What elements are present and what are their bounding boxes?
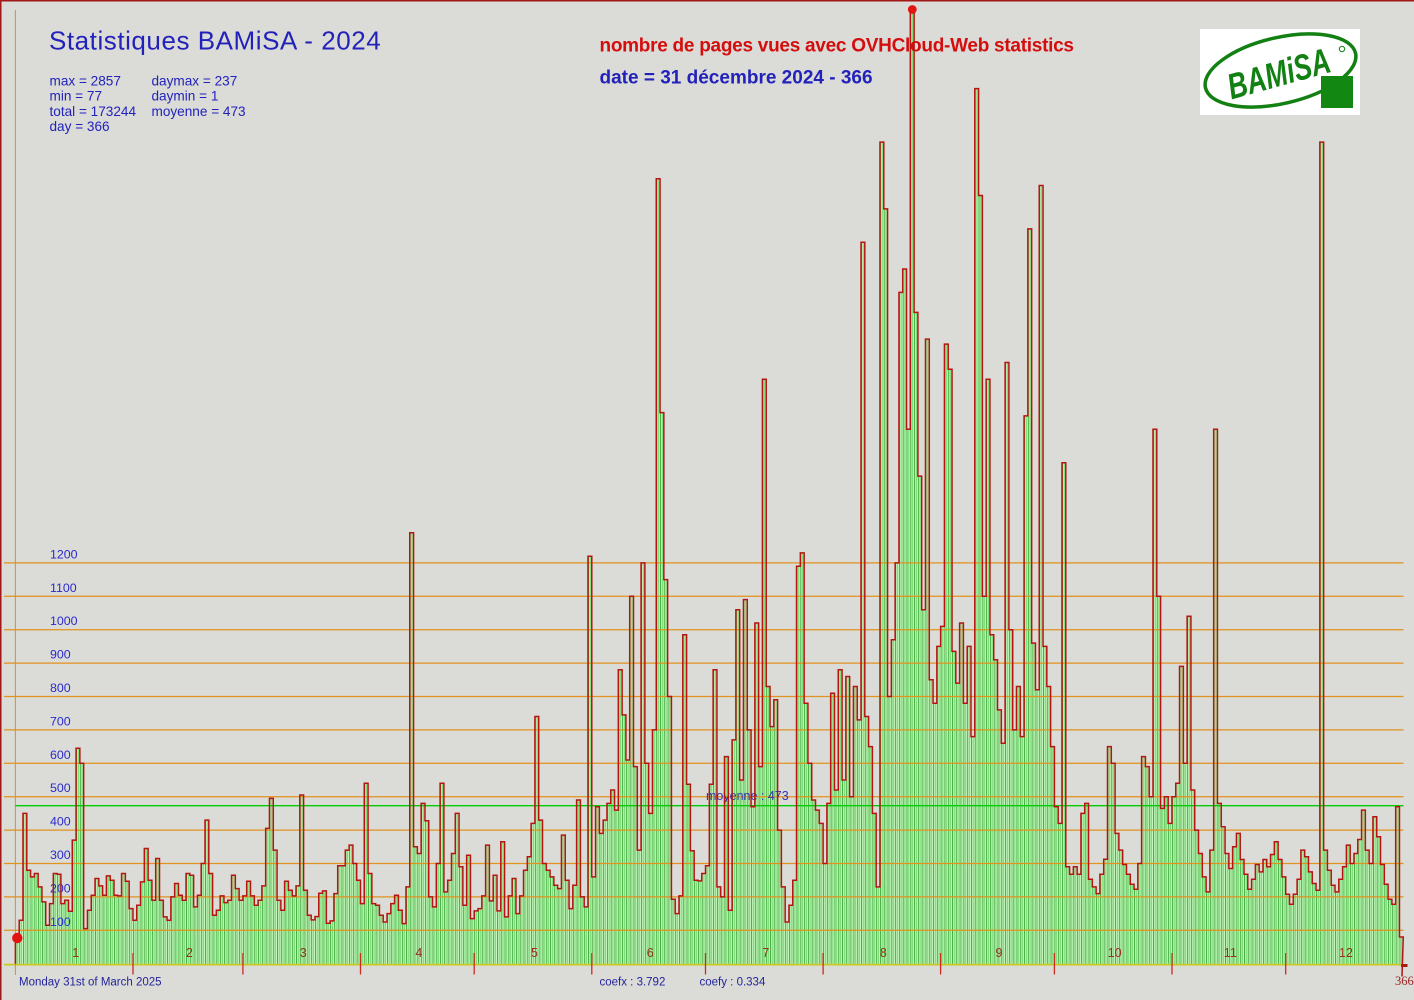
svg-text:coefy : 0.334: coefy : 0.334 bbox=[700, 977, 766, 989]
svg-text:1: 1 bbox=[72, 946, 79, 960]
svg-text:min = 77: min = 77 bbox=[50, 88, 103, 103]
svg-text:daymin = 1: daymin = 1 bbox=[152, 88, 219, 103]
svg-text:300: 300 bbox=[50, 848, 71, 862]
svg-text:3: 3 bbox=[300, 946, 307, 960]
svg-text:5: 5 bbox=[531, 946, 538, 960]
svg-text:700: 700 bbox=[50, 714, 71, 728]
svg-text:moyenne : 473: moyenne : 473 bbox=[706, 789, 789, 803]
svg-text:900: 900 bbox=[50, 648, 71, 662]
svg-text:9: 9 bbox=[996, 946, 1003, 960]
svg-text:11: 11 bbox=[1224, 946, 1237, 960]
svg-text:max = 2857: max = 2857 bbox=[50, 73, 121, 88]
svg-text:1000: 1000 bbox=[50, 614, 78, 628]
svg-text:400: 400 bbox=[50, 815, 71, 829]
svg-text:366: 366 bbox=[1395, 974, 1414, 988]
svg-text:4: 4 bbox=[415, 946, 422, 960]
svg-text:8: 8 bbox=[880, 946, 887, 960]
svg-text:600: 600 bbox=[50, 748, 71, 762]
svg-text:day = 366: day = 366 bbox=[50, 119, 110, 134]
svg-text:date = 31 décembre 2024 - 366: date = 31 décembre 2024 - 366 bbox=[600, 67, 873, 88]
svg-text:1100: 1100 bbox=[50, 581, 77, 595]
svg-text:12: 12 bbox=[1339, 946, 1353, 960]
svg-text:100: 100 bbox=[50, 915, 71, 929]
svg-text:nombre de pages vues avec OVHC: nombre de pages vues avec OVHCloud-Web s… bbox=[600, 36, 1074, 57]
svg-text:10: 10 bbox=[1108, 946, 1122, 960]
svg-text:500: 500 bbox=[50, 781, 71, 795]
svg-text:coefx : 3.792: coefx : 3.792 bbox=[600, 977, 666, 989]
svg-text:2: 2 bbox=[186, 946, 193, 960]
svg-text:Monday 31st of March 2025: Monday 31st of March 2025 bbox=[19, 977, 162, 989]
svg-text:800: 800 bbox=[50, 681, 71, 695]
svg-text:6: 6 bbox=[647, 946, 654, 960]
svg-text:Statistiques BAMiSA - 2024: Statistiques BAMiSA - 2024 bbox=[49, 26, 381, 56]
svg-text:daymax = 237: daymax = 237 bbox=[152, 73, 238, 88]
svg-text:total = 173244: total = 173244 bbox=[50, 104, 137, 119]
svg-text:moyenne = 473: moyenne = 473 bbox=[152, 104, 246, 119]
svg-text:7: 7 bbox=[762, 946, 769, 960]
svg-text:1200: 1200 bbox=[50, 547, 78, 561]
